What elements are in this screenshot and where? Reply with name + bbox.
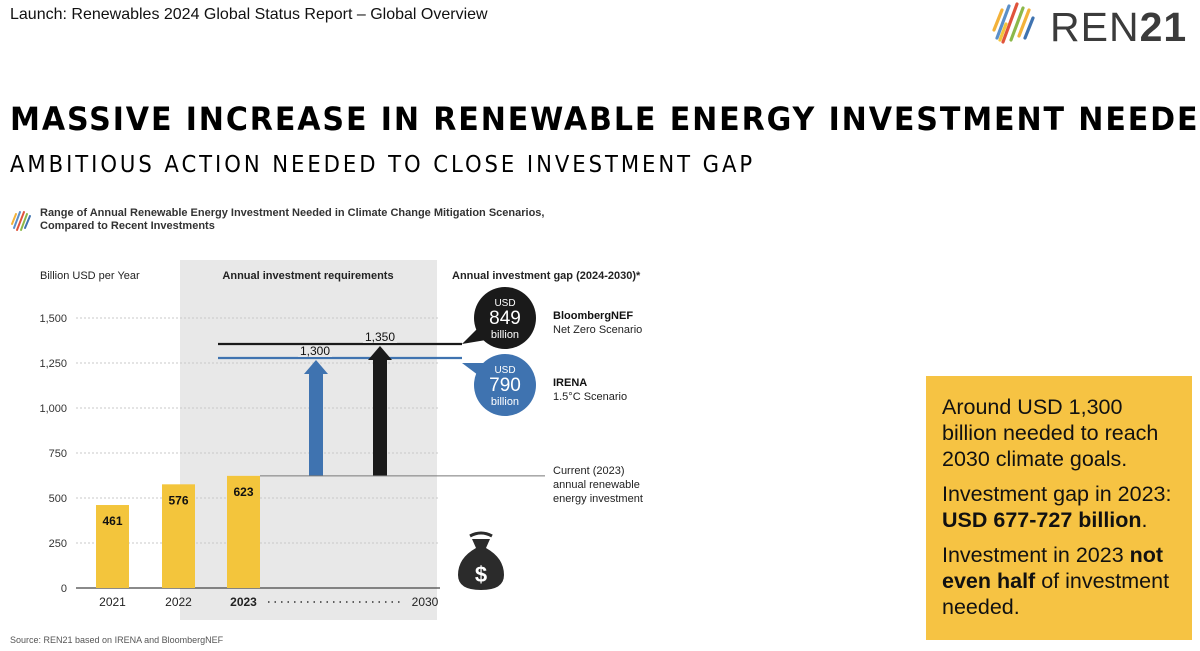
gap-unit: billion xyxy=(491,329,519,341)
bar-2022 xyxy=(162,484,195,588)
current-label-line: Current (2023) xyxy=(553,465,625,477)
x-tick-labels: 2021 2022 2023 2030 xyxy=(99,595,439,609)
callout-p3-end: of investment needed. xyxy=(942,569,1170,619)
gap-unit: billion xyxy=(491,396,519,408)
bar-value-label: 576 xyxy=(168,493,188,507)
scenario-name: BloombergNEF xyxy=(553,310,633,322)
bars: 461 576 623 xyxy=(96,475,260,588)
target-label-BloombergNEF: 1,350 xyxy=(365,330,395,344)
arrow-shaft-BloombergNEF xyxy=(373,358,387,476)
shaded-requirements-region xyxy=(180,260,437,620)
chart-caption: Range of Annual Renewable Energy Investm… xyxy=(40,207,544,233)
ren21-logo-icon xyxy=(992,2,1035,44)
key-findings-callout: Around USD 1,300 billion needed to reach… xyxy=(926,376,1192,640)
gap-bubble-pointer xyxy=(462,363,486,375)
y-tick-label: 250 xyxy=(49,538,67,550)
callout-p2-end: . xyxy=(1141,508,1148,532)
gap-value: 790 xyxy=(489,375,521,396)
gap-header: Annual investment gap (2024-2030)* xyxy=(452,270,641,282)
scenario-description: 1.5°C Scenario xyxy=(553,391,627,403)
target-label-bg xyxy=(298,345,332,357)
y-tick-label: 1,500 xyxy=(39,313,67,325)
y-axis-label: Billion USD per Year xyxy=(40,270,140,282)
logo-text-bold: 21 xyxy=(1139,4,1188,50)
gap-bubble-IRENA xyxy=(474,354,536,416)
slide-title: MASSIVE INCREASE IN RENEWABLE ENERGY INV… xyxy=(10,100,1200,138)
y-tick-label: 500 xyxy=(49,493,67,505)
chart-caption-line2: Compared to Recent Investments xyxy=(40,220,215,232)
chart-source: Source: REN21 based on IRENA and Bloombe… xyxy=(10,635,224,645)
logo-text-light: REN xyxy=(1050,4,1140,50)
callout-point-1: Around USD 1,300 billion needed to reach… xyxy=(942,395,1159,471)
gap-value: 849 xyxy=(489,308,521,329)
arrow-head-BloombergNEF xyxy=(368,346,392,360)
current-investment-marker: Current (2023) annual renewable energy inv… xyxy=(260,465,643,505)
target-label-IRENA: 1,300 xyxy=(300,344,330,358)
callout-p2-text: Investment gap in 2023: xyxy=(942,482,1172,506)
y-tick-label: 1,000 xyxy=(39,403,67,415)
x-tick-label: 2021 xyxy=(99,595,126,609)
presentation-header: Launch: Renewables 2024 Global Status Re… xyxy=(10,6,488,23)
gap-currency: USD xyxy=(494,365,515,376)
callout-point-2: Investment gap in 2023: USD 677-727 bill… xyxy=(942,481,1182,533)
chart-caption-line1: Range of Annual Renewable Energy Investm… xyxy=(40,207,545,219)
slide-subtitle: AMBITIOUS ACTION NEEDED TO CLOSE INVESTM… xyxy=(10,152,756,178)
y-tick-label: 750 xyxy=(49,448,67,460)
x-tick-label: 2023 xyxy=(230,595,257,609)
scenario-name: IRENA xyxy=(553,377,587,389)
callout-p3-bold: not even half xyxy=(942,543,1164,593)
arrow-head-IRENA xyxy=(304,360,328,374)
current-label-line: energy investment xyxy=(553,493,643,505)
x-tick-label-target: 2030 xyxy=(412,595,439,609)
current-label-line: annual renewable xyxy=(553,479,640,491)
ren21-logo-text: REN21 xyxy=(1050,4,1187,51)
bar-value-label: 623 xyxy=(233,485,253,499)
y-tick-labels: 0 250 500 750 1,000 1,250 1,500 xyxy=(39,313,67,595)
investment-chart: Annual investment requirements Billion U… xyxy=(39,260,643,620)
gap-currency: USD xyxy=(494,298,515,309)
callout-point-3: Investment in 2023 not even half of inve… xyxy=(942,542,1182,620)
svg-text:$: $ xyxy=(475,562,487,587)
shaded-region-label: Annual investment requirements xyxy=(222,270,393,282)
y-tick-label: 0 xyxy=(61,583,67,595)
scenario-description: Net Zero Scenario xyxy=(553,324,642,336)
arrow-shaft-IRENA xyxy=(309,372,323,476)
money-bag-icon: $ xyxy=(458,531,504,590)
callout-p2-bold: USD 677-727 billion xyxy=(942,508,1142,532)
bar-2021 xyxy=(96,505,129,588)
y-tick-label: 1,250 xyxy=(39,358,67,370)
bar-value-label: 461 xyxy=(102,514,122,528)
gap-bubble-pointer xyxy=(462,328,486,344)
ren21-logo xyxy=(992,2,1035,44)
gap-bubble-BloombergNEF xyxy=(474,287,536,349)
x-tick-label: 2022 xyxy=(165,595,192,609)
callout-p3-start: Investment in 2023 xyxy=(942,543,1124,567)
ren21-mini-icon xyxy=(11,211,31,231)
bar-2023 xyxy=(227,475,260,588)
target-label-bg xyxy=(363,331,397,343)
